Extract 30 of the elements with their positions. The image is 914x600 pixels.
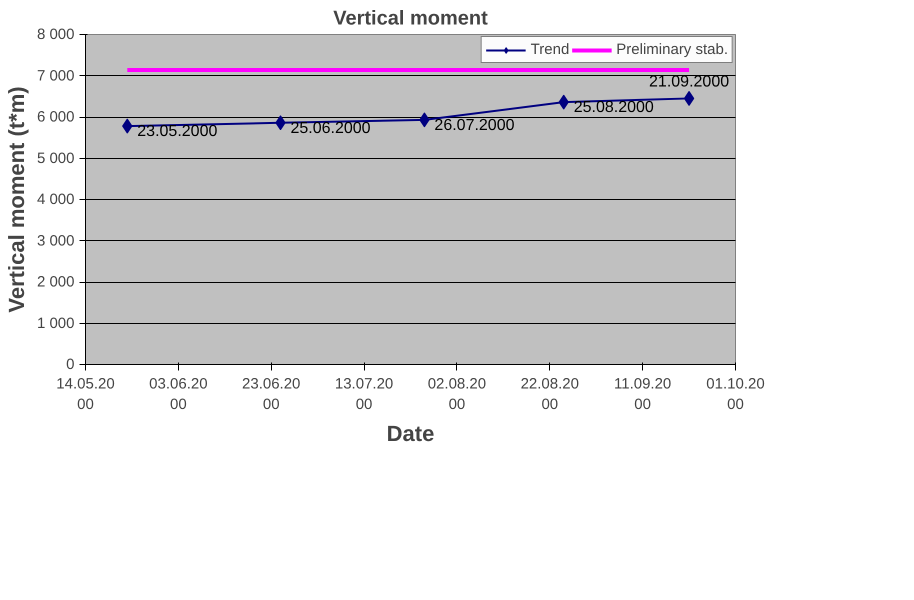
- x-tick-label: 02.08.2000: [428, 376, 486, 413]
- annotation: 25.06.2000: [290, 120, 371, 137]
- y-axis-title: Vertical moment (t*m): [4, 86, 29, 313]
- x-tick-label: 11.09.2000: [614, 376, 672, 413]
- x-tick-label: 22.08.2000: [520, 376, 579, 413]
- y-tick-label: 1 000: [36, 314, 75, 332]
- x-axis-title: Date: [386, 420, 434, 446]
- legend-label: Preliminary stab.: [616, 41, 728, 58]
- y-tick-label: 6 000: [36, 108, 75, 126]
- point: [684, 90, 694, 106]
- annotation: 21.09.2000: [649, 73, 730, 90]
- chart-title: Vertical moment: [333, 8, 488, 30]
- point: [275, 115, 286, 130]
- x-tick-label: 14.05.2000: [56, 376, 115, 413]
- annotation: 23.05.2000: [137, 123, 218, 140]
- y-tick-label: 5 000: [36, 150, 75, 167]
- point: [419, 112, 430, 128]
- annotation: 25.08.2000: [574, 99, 654, 116]
- y-tick-label: 8 000: [36, 26, 75, 43]
- y-tick-label: 0: [66, 356, 74, 373]
- y-tick-label: 7 000: [36, 67, 75, 84]
- legend-label: Trend: [530, 41, 570, 58]
- x-tick-label: 03.06.2000: [149, 376, 208, 413]
- x-tick-label: 13.07.2000: [334, 376, 394, 413]
- x-tick-label: 23.06.2000: [242, 376, 300, 413]
- y-tick-label: 4 000: [36, 191, 75, 208]
- annotation: 26.07.2000: [434, 116, 515, 134]
- y-tick-label: 2 000: [36, 274, 75, 290]
- x-tick-label: 01.10.2000: [706, 376, 765, 413]
- y-tick-label: 3 000: [36, 232, 75, 250]
